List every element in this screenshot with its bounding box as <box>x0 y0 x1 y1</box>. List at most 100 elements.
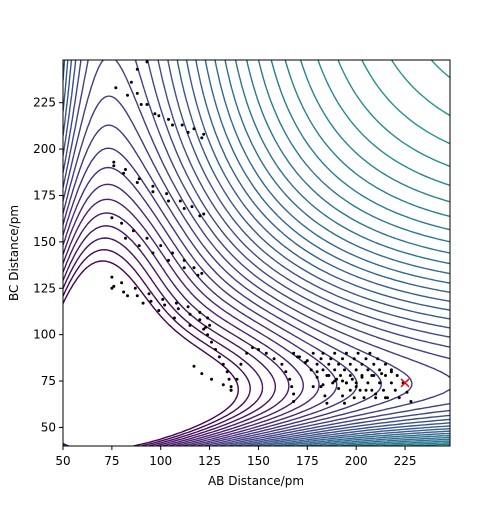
y-tick-label: 150 <box>33 235 56 249</box>
trajectory-point <box>124 236 127 240</box>
trajectory-point <box>370 374 374 377</box>
x-tick-label: 100 <box>149 454 172 468</box>
plot-frame <box>62 59 451 447</box>
trajectory-point <box>341 379 344 383</box>
trajectory-point <box>319 385 323 389</box>
trajectory-point <box>133 286 137 290</box>
trajectory-point <box>389 381 393 385</box>
trajectory-point <box>344 351 348 355</box>
trajectory-point <box>110 275 114 279</box>
y-tick-label: 175 <box>33 188 56 202</box>
trajectory-point <box>309 368 313 372</box>
trajectory-point <box>395 374 399 377</box>
contour-level <box>284 60 450 446</box>
trajectory-point <box>245 351 249 355</box>
trajectory-point <box>397 396 401 400</box>
x-tick-label: 50 <box>55 454 70 468</box>
trajectory-point <box>292 351 296 355</box>
trajectory-point <box>110 286 114 290</box>
x-tick-label: 175 <box>296 454 319 468</box>
x-tick-label: 125 <box>198 454 221 468</box>
contour-level <box>63 183 320 446</box>
trajectory-point <box>354 368 358 372</box>
trajectory-point <box>139 103 143 106</box>
trajectory-point <box>126 93 129 97</box>
trajectory-point <box>137 177 141 181</box>
trajectory-point <box>135 181 139 184</box>
contour-level <box>257 60 450 446</box>
trajectory-point <box>221 362 225 366</box>
trajectory-point <box>323 394 327 398</box>
trajectory-point <box>343 401 346 405</box>
trajectory-point <box>208 323 212 327</box>
y-tick-label: 200 <box>33 142 56 156</box>
trajectory-point <box>354 381 358 385</box>
trajectory-point <box>204 325 208 329</box>
trajectory-point <box>393 388 397 392</box>
trajectory-point <box>192 266 196 270</box>
trajectory-point <box>251 346 255 350</box>
trajectory-point <box>360 362 364 366</box>
trajectory-point <box>124 168 127 171</box>
trajectory-point <box>296 355 299 359</box>
trajectory-point <box>321 368 325 372</box>
trajectory-point <box>239 362 243 366</box>
trajectory-point <box>364 388 368 392</box>
trajectory-point <box>145 60 149 64</box>
trajectory-point <box>333 368 337 372</box>
trajectory-point <box>364 357 368 361</box>
contour-lines <box>63 60 450 446</box>
y-tick-label: 75 <box>41 374 56 388</box>
trajectory-point <box>352 357 356 361</box>
trajectory-point <box>196 273 200 277</box>
trajectory-point <box>157 114 161 118</box>
contour-level <box>204 60 450 446</box>
trajectory-point <box>348 362 352 366</box>
trajectory-point <box>329 357 333 361</box>
trajectory-point <box>325 401 329 405</box>
trajectory-point <box>151 184 155 188</box>
trajectory-point <box>405 390 409 394</box>
trajectory-point <box>214 348 217 351</box>
trajectory-point <box>188 312 192 316</box>
trajectory-point <box>343 368 346 372</box>
plot-background <box>63 60 450 446</box>
trajectory-point <box>344 381 348 385</box>
trajectory-point <box>384 374 387 377</box>
trajectory-point <box>112 160 116 164</box>
trajectory-point <box>112 164 116 168</box>
trajectory-point <box>319 357 323 361</box>
trajectory-point <box>384 362 387 366</box>
trajectory-point <box>200 372 204 376</box>
trajectory-point <box>356 351 360 355</box>
trajectory-point <box>311 385 315 389</box>
trajectory-point <box>311 351 315 355</box>
trajectory-point <box>149 299 153 303</box>
trajectory-point <box>305 359 309 363</box>
trajectory-point <box>202 212 206 216</box>
contour-level <box>337 60 450 167</box>
trajectory-point <box>292 400 296 403</box>
y-axis-ticks: 50 75 100 125 150 175 200 225 <box>33 96 63 434</box>
trajectory-point <box>190 205 194 209</box>
trajectory-point <box>376 357 380 361</box>
contour-level <box>391 60 450 117</box>
trajectory-point <box>325 374 329 377</box>
trajectory-point <box>171 123 174 127</box>
trajectory-point <box>292 392 296 396</box>
trajectory-point <box>161 297 165 301</box>
trajectory-point <box>135 294 139 298</box>
trajectory-point <box>151 251 155 255</box>
trajectory-point <box>131 229 135 233</box>
trajectory-point <box>280 362 284 366</box>
trajectory-point <box>120 281 124 285</box>
end-marker <box>400 378 410 388</box>
trajectory-point <box>272 357 276 361</box>
trajectory-point <box>129 80 133 84</box>
trajectory-point <box>339 374 342 377</box>
trajectory-point <box>141 301 145 305</box>
trajectory-point <box>382 388 385 392</box>
y-tick-label: 100 <box>33 328 56 342</box>
trajectory-point <box>409 400 413 403</box>
trajectory-point <box>122 171 126 175</box>
